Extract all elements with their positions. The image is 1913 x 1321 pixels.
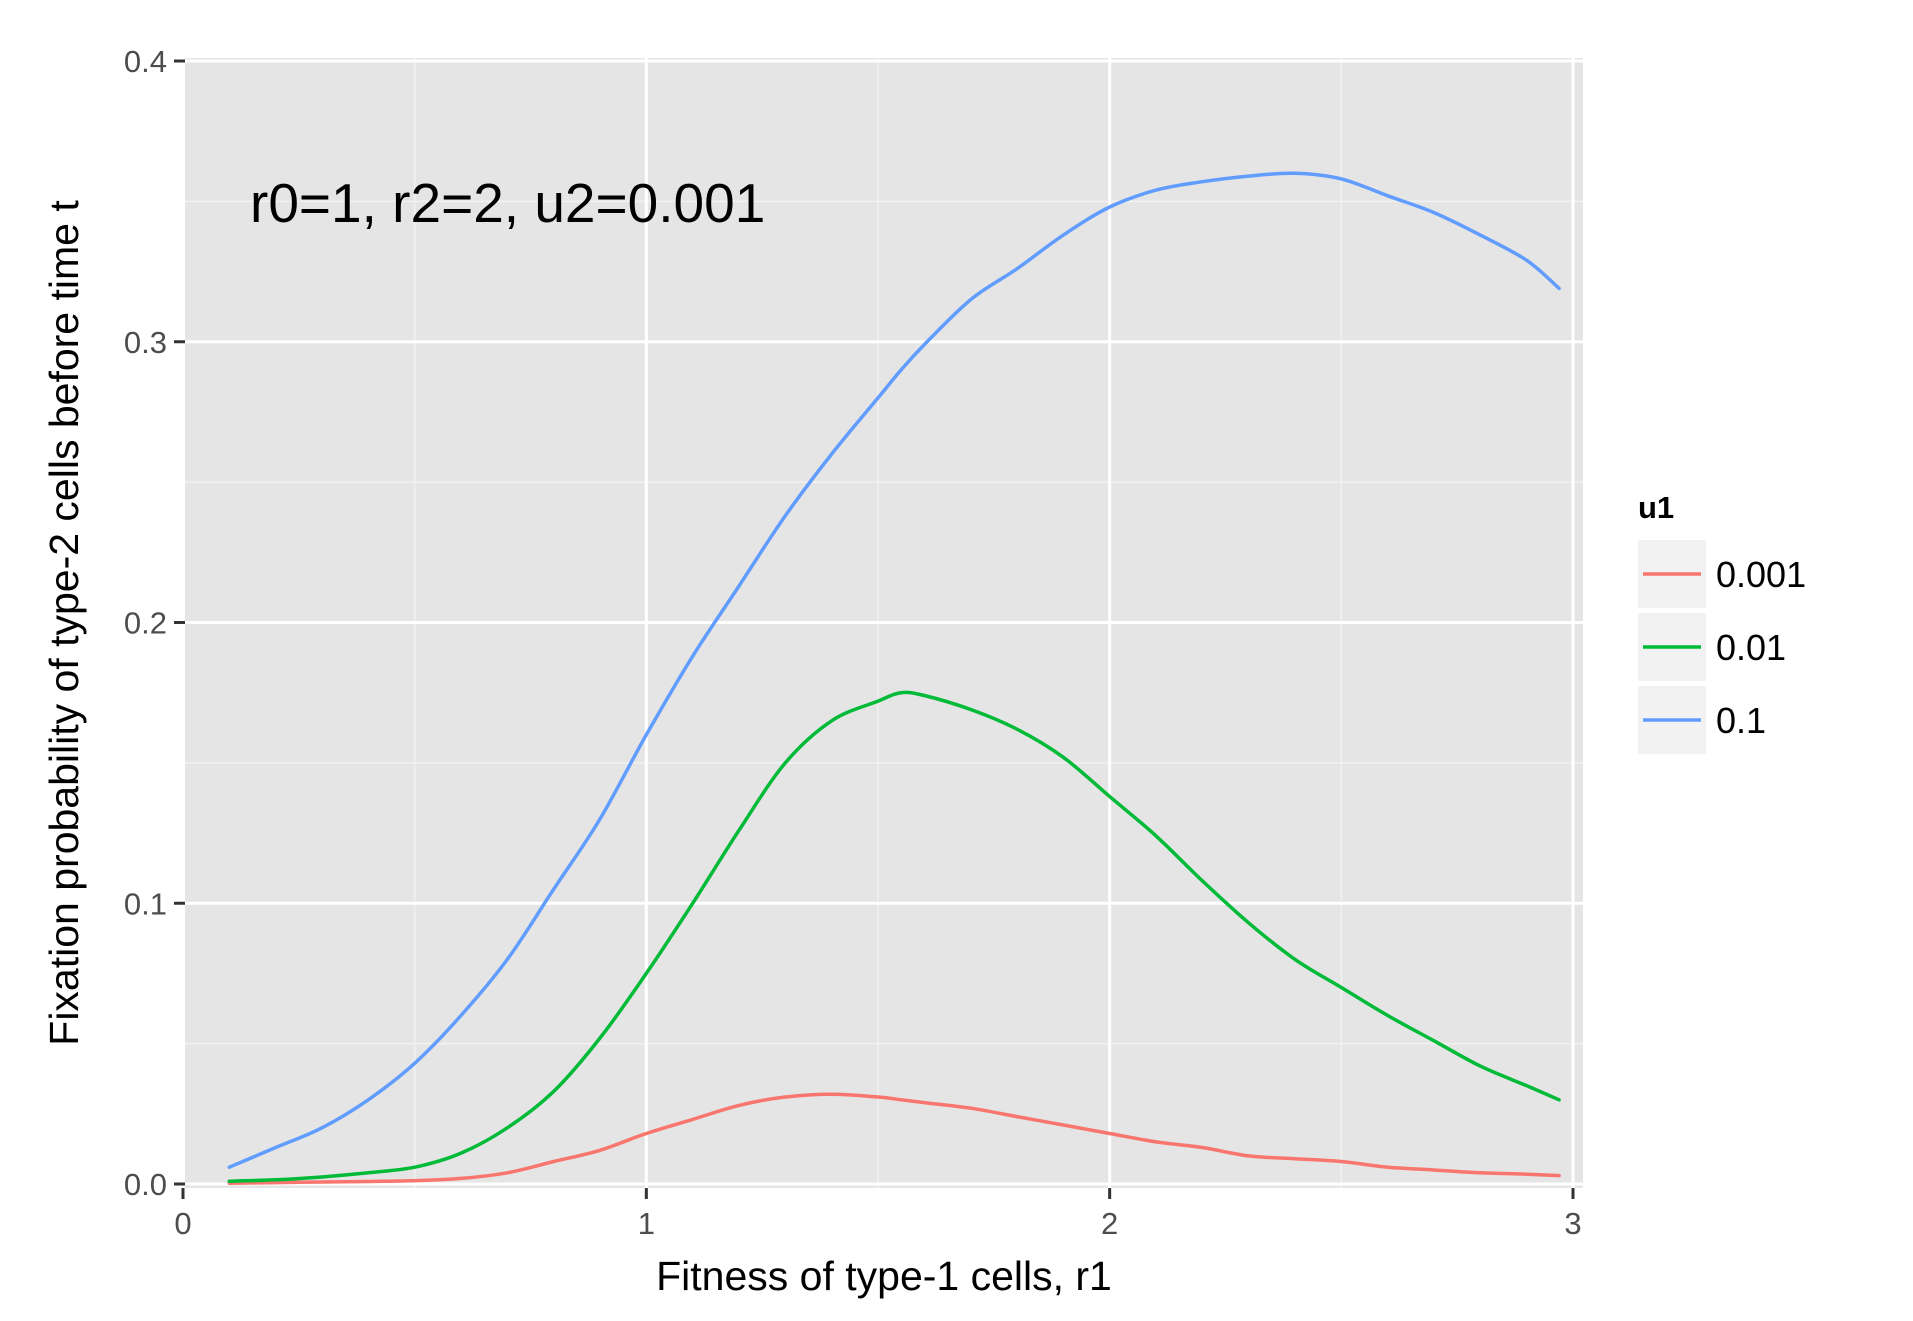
- y-tick-label: 0.1: [124, 886, 167, 921]
- axes: 0 1 2 3 0.0 0.1 0.2 0.3 0.4: [124, 44, 1582, 1241]
- x-tick-label: 3: [1564, 1206, 1581, 1241]
- grid-lines: [181, 58, 1583, 1188]
- series-line-0.1: [227, 171, 1561, 1169]
- series-lines: [227, 171, 1561, 1185]
- legend-label-0.001: 0.001: [1716, 554, 1806, 595]
- y-tick-label: 0.0: [124, 1167, 167, 1202]
- series-line-0.001: [227, 1092, 1561, 1185]
- plot-annotation: r0=1, r2=2, u2=0.001: [250, 172, 765, 234]
- legend-label-0.01: 0.01: [1716, 627, 1786, 668]
- y-tick-label: 0.2: [124, 606, 167, 641]
- x-axis-title: Fitness of type-1 cells, r1: [656, 1253, 1112, 1299]
- legend-label-0.1: 0.1: [1716, 700, 1766, 741]
- y-axis-title: Fixation probability of type-2 cells bef…: [41, 200, 87, 1046]
- x-tick-label: 2: [1101, 1206, 1118, 1241]
- y-tick-label: 0.3: [124, 325, 167, 360]
- legend: u1 0.001 0.01 0.1: [1638, 490, 1806, 754]
- series-line-0.01: [227, 690, 1561, 1183]
- x-tick-label: 0: [174, 1206, 191, 1241]
- y-tick-label: 0.4: [124, 44, 167, 79]
- legend-title: u1: [1638, 490, 1674, 525]
- x-tick-label: 1: [638, 1206, 655, 1241]
